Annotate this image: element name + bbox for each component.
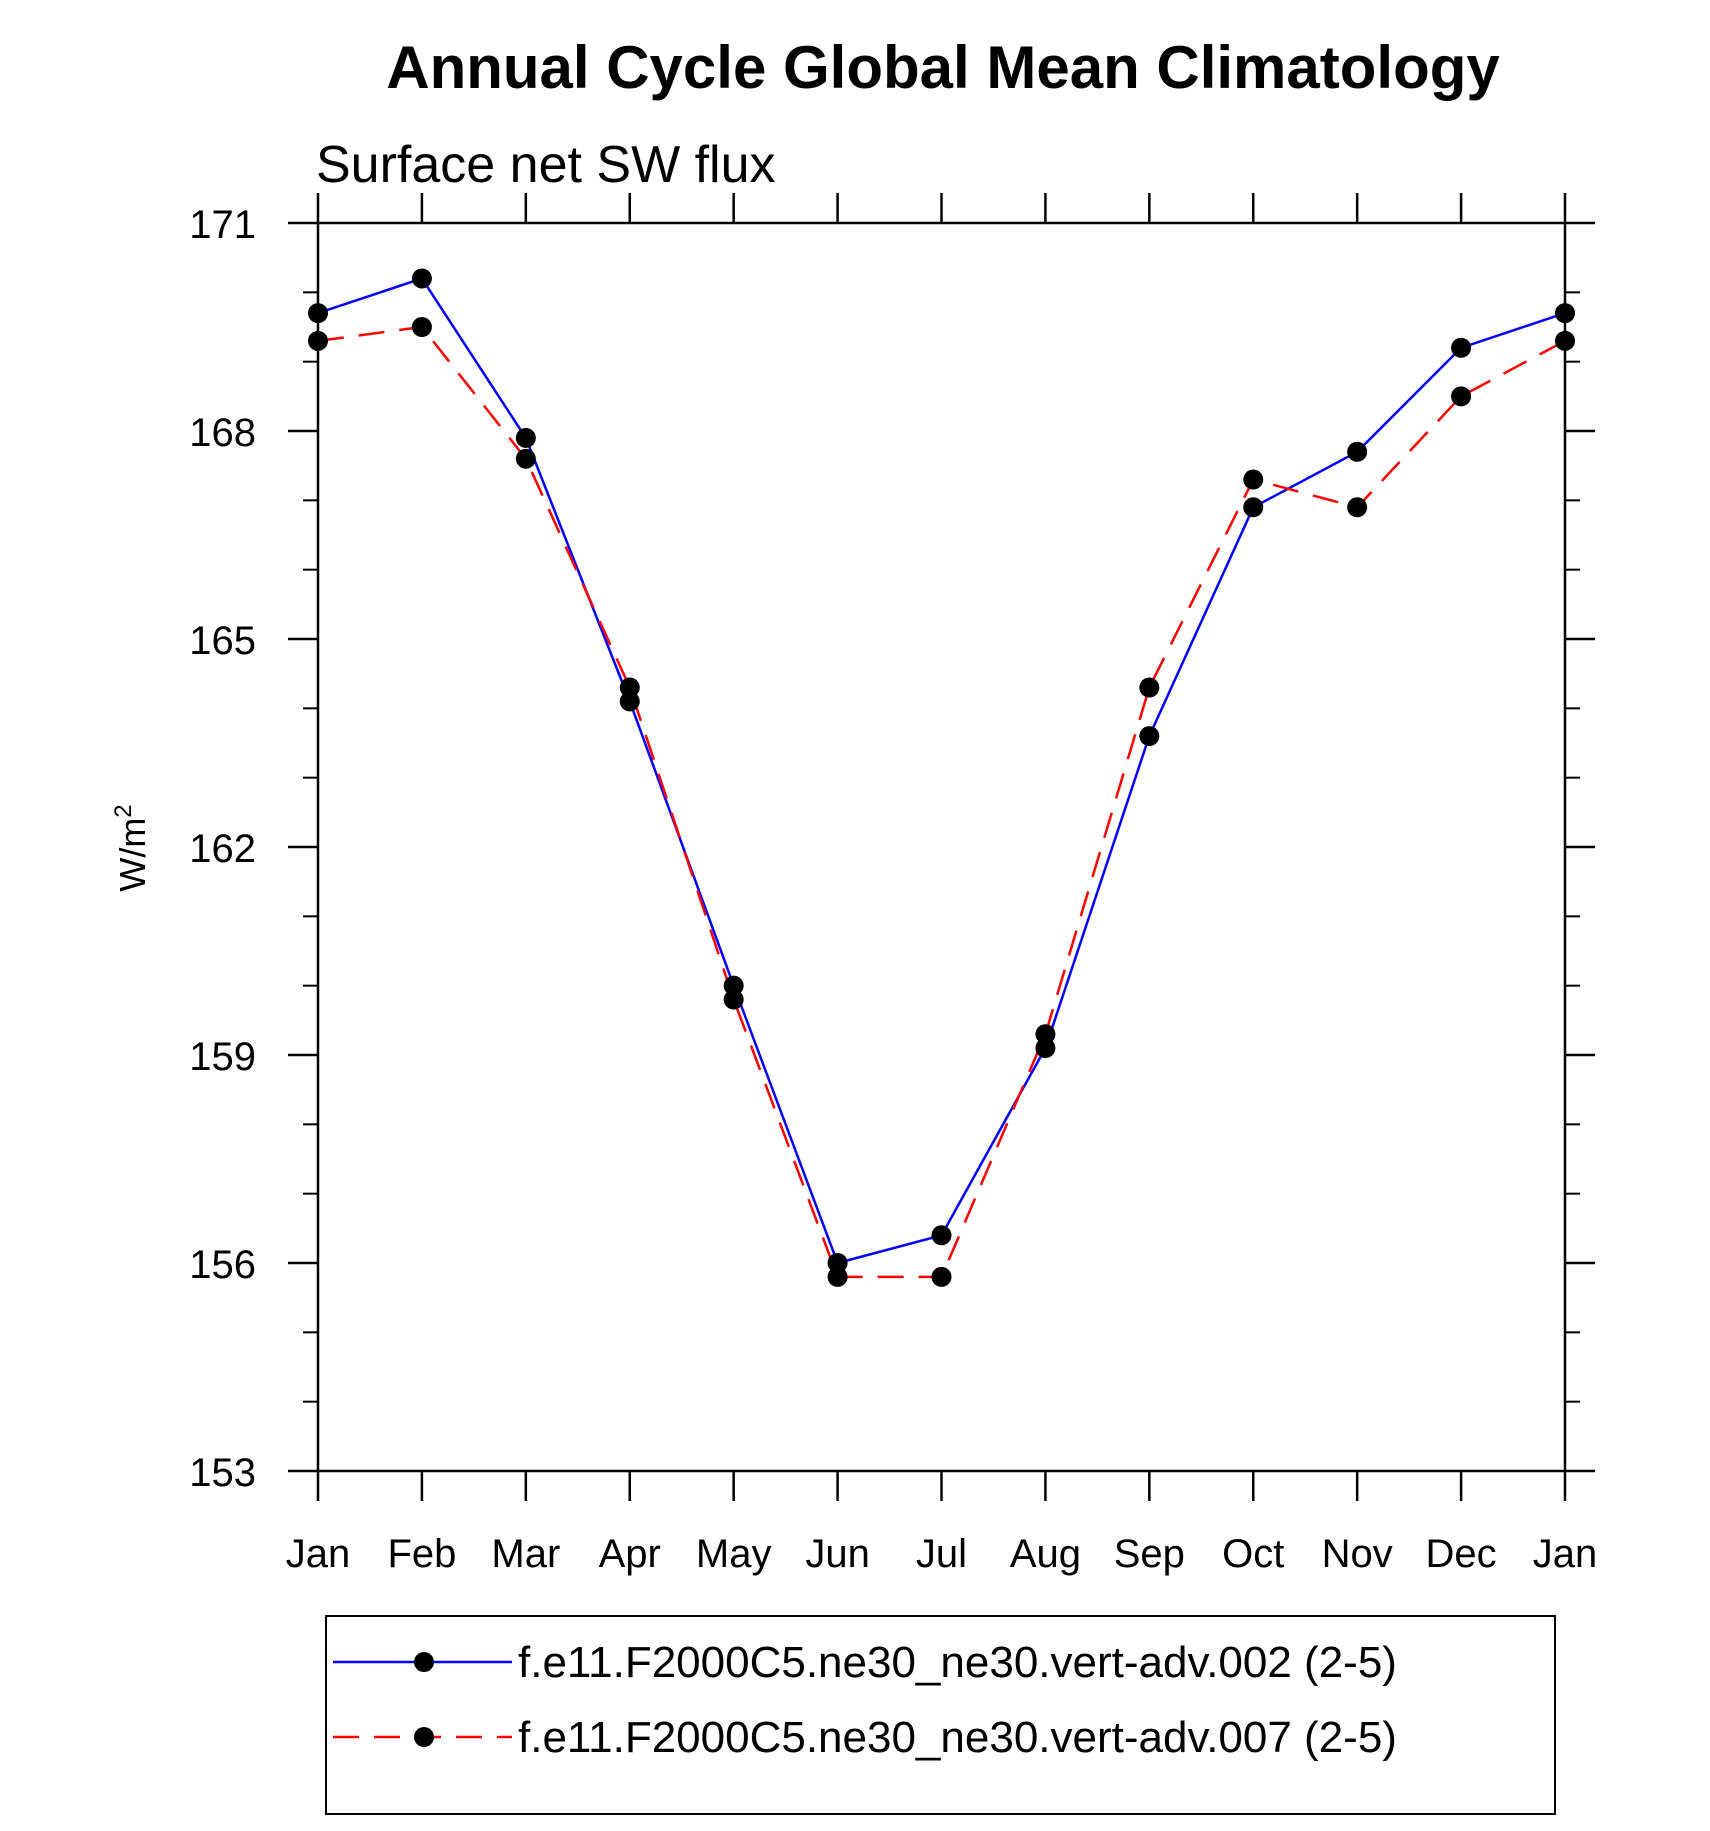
series-1-point [723,975,744,996]
y-tick-label: 168 [189,411,256,455]
series-2-point [1243,469,1264,490]
series-2-point [1451,386,1472,407]
chart-subtitle: Surface net SW flux [316,136,776,194]
series-2-point [931,1266,952,1287]
y-tick-label: 162 [189,827,256,871]
legend-label-1: f.e11.F2000C5.ne30_ne30.vert-adv.002 (2-… [518,1638,1397,1687]
x-tick-label: Sep [1114,1532,1185,1576]
x-tick-label: Jul [916,1532,967,1576]
tick-labels: Jan Feb Mar Apr May Jun Jul Aug Sep Oct Nov Dec Jan 1… [189,203,1597,1576]
y-tick-label: 153 [189,1451,256,1495]
chart-title: Annual Cycle Global Mean Climatology [386,34,1500,101]
series-2-point [515,448,536,469]
series-line-1 [317,277,1566,1265]
series-2-point [827,1266,848,1287]
y-tick-label: 156 [189,1243,256,1287]
x-tick-label: Jan [1533,1532,1598,1576]
axis-ticks [288,193,1595,1501]
x-tick-label: Nov [1322,1532,1393,1576]
series-2-point [1347,497,1368,518]
legend-marker-2 [414,1727,434,1747]
series-1-point [1243,497,1264,518]
x-tick-label: Mar [491,1532,560,1576]
legend-label-2: f.e11.F2000C5.ne30_ne30.vert-adv.007 (2-… [518,1713,1397,1762]
y-tick-label: 165 [189,619,256,663]
series-2-point [1035,1024,1056,1045]
series-1-point [1139,726,1160,747]
series-1-point [931,1225,952,1246]
x-tick-label: Jun [805,1532,870,1576]
series-layer [308,268,1575,1287]
legend-box [325,1615,1556,1815]
x-tick-label: May [696,1532,772,1576]
series-1-point [1347,441,1368,462]
series-1-point [411,268,432,289]
x-tick-label: Aug [1010,1532,1081,1576]
series-1-point [1451,337,1472,358]
legend-marker-1 [414,1652,434,1672]
series-1-point [515,427,536,448]
y-tick-label: 159 [189,1035,256,1079]
x-tick-label: Dec [1426,1532,1497,1576]
x-tick-label: Oct [1222,1532,1284,1576]
y-tick-label: 171 [189,203,256,247]
series-1-point [827,1253,848,1273]
x-tick-label: Jan [286,1532,351,1576]
y-axis-label-superscript: 2 [110,804,137,817]
legend: f.e11.F2000C5.ne30_ne30.vert-adv.002 (2-… [325,1615,1556,1815]
y-axis-label: W/m2 [110,804,153,891]
x-tick-label: Feb [387,1532,456,1576]
series-line-2 [317,325,1566,1279]
x-tick-label: Apr [599,1532,661,1576]
legend-entries: f.e11.F2000C5.ne30_ne30.vert-adv.002 (2-… [333,1638,1397,1762]
series-1-point [1035,1038,1056,1059]
series-2-point [411,317,432,337]
plot-frame [316,221,1567,1473]
y-axis-label-unit: W/m [112,818,153,892]
series-2-point [1139,677,1160,698]
series-2-point [723,989,744,1010]
series-1-point [619,691,640,712]
series-2-point [619,677,640,698]
